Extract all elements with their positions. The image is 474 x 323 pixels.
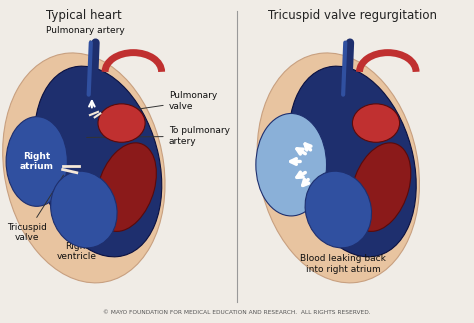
- Text: Right
atrium: Right atrium: [20, 152, 54, 171]
- Ellipse shape: [305, 171, 372, 248]
- Ellipse shape: [96, 143, 156, 231]
- Ellipse shape: [257, 53, 419, 283]
- Ellipse shape: [256, 113, 327, 216]
- Text: To pulmonary
artery: To pulmonary artery: [87, 127, 230, 146]
- Ellipse shape: [351, 143, 411, 231]
- Text: © MAYO FOUNDATION FOR MEDICAL EDUCATION AND RESEARCH.  ALL RIGHTS RESERVED.: © MAYO FOUNDATION FOR MEDICAL EDUCATION …: [103, 309, 371, 315]
- Text: Pulmonary artery: Pulmonary artery: [46, 26, 125, 50]
- FancyArrowPatch shape: [343, 43, 345, 95]
- Text: Tricuspid valve regurgitation: Tricuspid valve regurgitation: [268, 9, 437, 22]
- Text: Typical heart: Typical heart: [46, 9, 122, 22]
- Ellipse shape: [353, 104, 400, 142]
- Ellipse shape: [51, 171, 117, 248]
- Ellipse shape: [34, 66, 162, 257]
- Ellipse shape: [6, 117, 67, 206]
- FancyArrowPatch shape: [348, 43, 350, 95]
- Ellipse shape: [3, 53, 165, 283]
- FancyArrowPatch shape: [93, 43, 96, 95]
- Text: Pulmonary
valve: Pulmonary valve: [101, 91, 217, 115]
- Text: Tricuspid
valve: Tricuspid valve: [8, 175, 64, 242]
- Text: Blood leaking back
into right atrium: Blood leaking back into right atrium: [300, 254, 386, 274]
- Text: Right
ventricle: Right ventricle: [57, 203, 97, 261]
- Ellipse shape: [289, 66, 416, 257]
- Ellipse shape: [98, 104, 145, 142]
- FancyArrowPatch shape: [89, 43, 91, 95]
